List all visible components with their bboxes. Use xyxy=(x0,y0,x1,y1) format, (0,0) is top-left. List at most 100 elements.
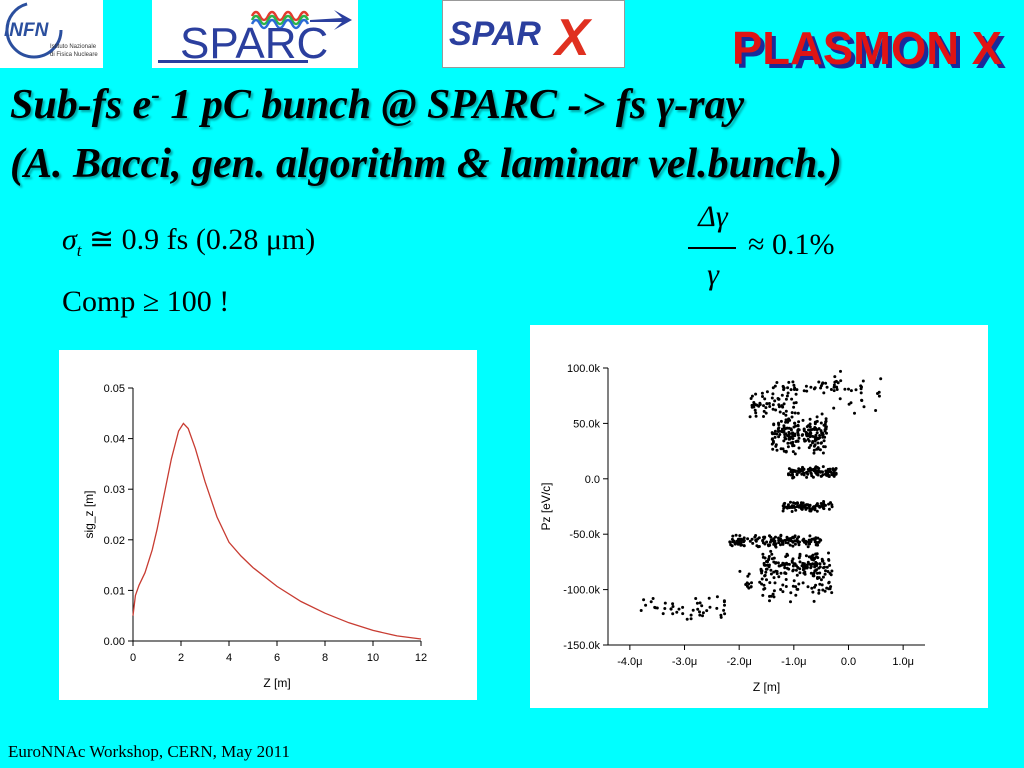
scatter-point xyxy=(773,435,777,439)
scatter-point xyxy=(803,439,807,443)
scatter-point xyxy=(742,536,746,540)
scatter-point xyxy=(790,510,794,513)
scatter-point xyxy=(793,562,797,566)
scatter-point xyxy=(819,429,823,433)
scatter-point xyxy=(828,587,832,591)
scatter-point xyxy=(771,592,775,596)
scatter-point xyxy=(813,439,817,443)
scatter-point xyxy=(774,408,778,412)
scatter-point xyxy=(782,424,786,428)
scatter-point xyxy=(818,562,822,566)
scatter-point xyxy=(805,475,809,479)
scatter-point xyxy=(768,405,772,408)
scatter-point xyxy=(822,439,826,443)
scatter-point xyxy=(796,433,800,437)
scatter-point xyxy=(797,420,801,424)
scatter-point xyxy=(765,540,769,544)
scatter-point xyxy=(783,427,787,431)
scatter-point xyxy=(696,607,700,611)
y-tick-label: 0.04 xyxy=(104,434,125,446)
scatter-point xyxy=(677,607,681,611)
scatter-point xyxy=(802,571,806,575)
scatter-point xyxy=(811,553,815,557)
scatter-point xyxy=(772,422,776,426)
scatter-point xyxy=(752,405,756,409)
scatter-point xyxy=(793,534,797,538)
scatter-point xyxy=(813,585,816,589)
scatter-point xyxy=(800,507,804,511)
scatter-point xyxy=(813,420,817,424)
sigz-chart-panel: 0 2 4 6 8 10 12 0.00 0.01 0.02 0.03 0.04 0.05 Z [m] si… xyxy=(59,350,477,700)
scatter-point xyxy=(774,444,778,448)
scatter-point xyxy=(746,537,750,541)
y-tick-label: 0.05 xyxy=(104,383,125,395)
scatter-point xyxy=(814,466,817,470)
scatter-point xyxy=(691,608,695,612)
scatter-point xyxy=(782,402,786,406)
scatter-point xyxy=(782,412,786,415)
scatter-point xyxy=(740,543,743,547)
scatter-point xyxy=(788,543,792,547)
scatter-point xyxy=(748,415,752,419)
scatter-point xyxy=(770,396,774,400)
scatter-point xyxy=(786,434,789,438)
scatter-point xyxy=(793,542,797,546)
scatter-point xyxy=(780,563,783,567)
scatter-point xyxy=(790,397,794,401)
scatter-point xyxy=(785,535,789,539)
scatter-point xyxy=(817,380,821,384)
scatter-point xyxy=(769,535,773,539)
scatter-point xyxy=(794,502,797,505)
scatter-point xyxy=(772,589,776,593)
plasmon-logo-shadow: PLASMON X xyxy=(736,26,1006,76)
scatter-point xyxy=(784,418,788,422)
scatter-point xyxy=(781,405,785,409)
scatter-point xyxy=(819,421,823,425)
scatter-point xyxy=(754,392,758,396)
scatter-point xyxy=(797,582,801,586)
scatter-point xyxy=(809,443,813,447)
scatter-point xyxy=(839,379,843,383)
scatter-point xyxy=(738,534,742,538)
scatter-point xyxy=(767,555,771,558)
y-tick-label: 100.0k xyxy=(567,363,601,375)
scatter-point xyxy=(765,567,769,571)
scatter-point xyxy=(764,570,768,574)
scatter-point xyxy=(773,539,777,543)
scatter-point xyxy=(808,534,812,538)
scatter-point xyxy=(798,540,801,544)
scatter-point xyxy=(821,451,825,455)
x-tick-label: 12 xyxy=(415,652,427,664)
scatter-point xyxy=(811,562,815,566)
scatter-point xyxy=(797,470,801,474)
y-tick-label: 50.0k xyxy=(573,418,600,430)
scatter-point xyxy=(835,385,839,389)
scatter-point xyxy=(753,535,757,539)
scatter-point xyxy=(762,535,765,539)
delta-gamma-denominator: γ xyxy=(707,258,719,291)
scatter-point xyxy=(805,540,808,544)
scatter-point xyxy=(832,383,836,387)
scatter-point xyxy=(832,389,836,393)
scatter-point xyxy=(818,571,822,575)
scatter-point xyxy=(815,415,819,419)
scatter-point xyxy=(789,470,793,474)
scatter-point xyxy=(821,433,824,437)
scatter-point xyxy=(796,566,800,569)
scatter-point xyxy=(815,563,819,567)
scatter-point xyxy=(815,431,819,435)
scatter-point xyxy=(790,411,794,415)
scatter-point xyxy=(817,591,821,595)
sigma-value: ≅ 0.9 fs (0.28 μm) xyxy=(81,223,316,256)
scatter-point xyxy=(859,384,863,388)
scatter-point xyxy=(761,395,764,398)
scatter-point xyxy=(780,427,784,431)
scatter-point xyxy=(808,422,812,426)
scatter-point xyxy=(808,435,812,439)
scatter-point xyxy=(807,469,811,473)
scatter-point xyxy=(734,533,738,537)
scatter-point xyxy=(825,385,829,389)
scatter-point xyxy=(655,606,659,610)
sparc-logo-underline xyxy=(158,60,308,63)
scatter-point xyxy=(750,581,753,585)
